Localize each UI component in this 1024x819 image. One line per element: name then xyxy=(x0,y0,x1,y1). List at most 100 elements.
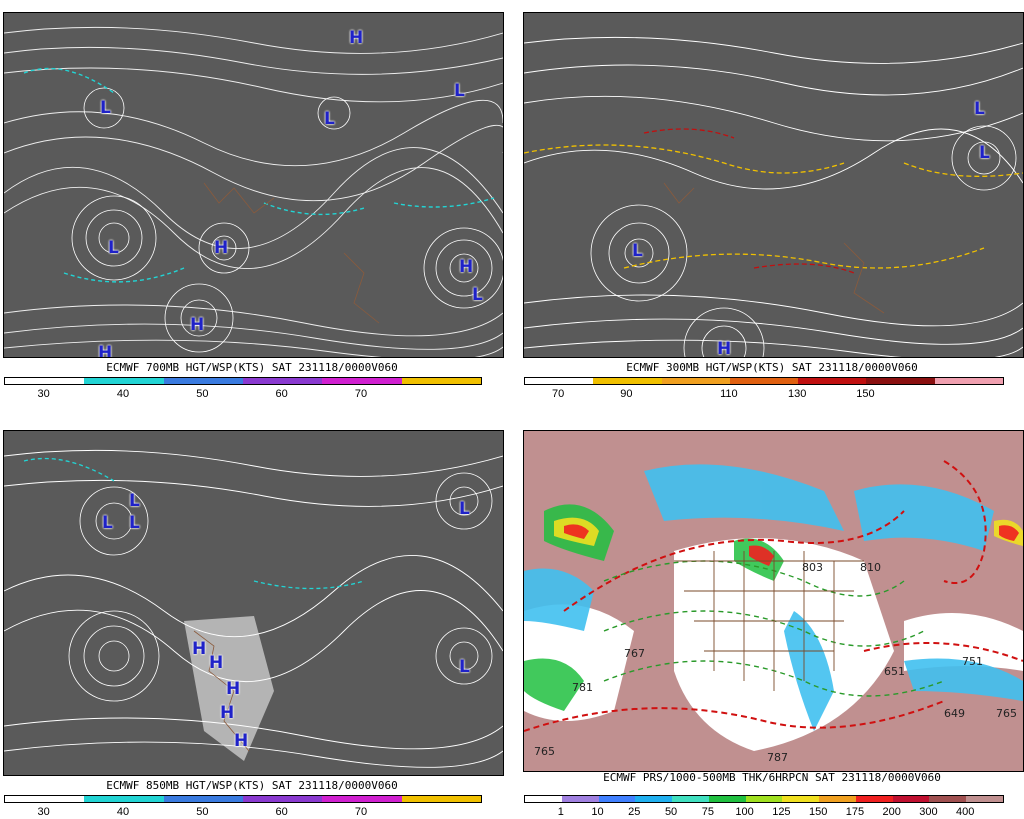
pressure-center-850-9: L xyxy=(459,657,470,677)
colorbar-segment xyxy=(635,796,673,802)
streamline-map-850mb xyxy=(4,449,503,768)
map-prs-thk-pcn: 803 810 767 781 651 751 649 765 787 765 xyxy=(523,430,1024,772)
colorbar-segment xyxy=(598,796,636,802)
map-850mb: L L L L H H H H H L xyxy=(3,430,504,776)
pressure-center-850-5: H xyxy=(209,653,224,673)
pressure-value-4: 651 xyxy=(884,665,905,678)
colorbar-segment xyxy=(525,796,562,802)
colorbar-segment xyxy=(866,378,935,384)
pressure-center-850-7: H xyxy=(220,703,235,723)
colorbar-segment xyxy=(84,378,164,384)
pressure-center-850-4: H xyxy=(192,639,207,659)
colorbar-segment xyxy=(401,378,481,384)
colorbar-tick-label: 50 xyxy=(196,806,209,818)
colorbar-segment xyxy=(929,796,967,802)
colorbar-segment xyxy=(163,796,243,802)
precip-map xyxy=(524,431,1023,771)
colorbar-segment xyxy=(729,378,799,384)
colorbar-tick-label: 75 xyxy=(701,806,714,818)
panel-prs-thk-pcn: 803 810 767 781 651 751 649 765 787 765 … xyxy=(522,418,1024,818)
colorbar-prs xyxy=(524,795,1004,803)
streamline-map-700mb xyxy=(4,26,503,357)
panel-title-300mb: ECMWF 300MB HGT/WSP(KTS) SAT 231118/0000… xyxy=(626,361,918,374)
pressure-center-7: H xyxy=(98,343,113,358)
colorbar-700mb xyxy=(4,377,482,385)
colorbar-labels-300mb: 70 90 110 130 150 xyxy=(522,388,1022,400)
pressure-center-850-1: L xyxy=(102,513,113,533)
colorbar-segment xyxy=(525,378,594,384)
colorbar-tick-label: 400 xyxy=(956,806,975,818)
pressure-center-850-0: L xyxy=(129,491,140,511)
colorbar-tick-label: 150 xyxy=(808,806,828,818)
colorbar-segment xyxy=(163,378,243,384)
pressure-value-7: 765 xyxy=(534,745,555,758)
panel-title-prs: ECMWF PRS/1000-500MB THK/6HRPCN SAT 2311… xyxy=(603,771,941,784)
colorbar-tick-label: 200 xyxy=(882,806,901,818)
pressure-center-0: H xyxy=(349,28,364,48)
panel-700mb: H L L L H L H H L H ECMWF 700MB HGT/WSP(… xyxy=(2,0,504,400)
colorbar-tick-label: 10 xyxy=(591,806,604,818)
pressure-center-300-3: H xyxy=(717,339,732,358)
colorbar-segment xyxy=(966,796,1003,802)
colorbar-segment xyxy=(855,796,893,802)
colorbar-tick-label: 40 xyxy=(116,388,130,400)
colorbar-tick-label: 40 xyxy=(116,806,130,818)
colorbar-tick-label: 50 xyxy=(196,388,209,400)
colorbar-segment xyxy=(593,378,662,384)
colorbar-segment xyxy=(672,796,709,802)
pressure-value-8: 787 xyxy=(767,751,788,764)
pressure-value-3: 781 xyxy=(572,681,593,694)
colorbar-segment xyxy=(934,378,1003,384)
colorbar-segment xyxy=(242,378,323,384)
colorbar-tick-label: 100 xyxy=(735,806,754,818)
pressure-center-850-6: H xyxy=(226,679,241,699)
colorbar-tick-label: 50 xyxy=(664,806,678,818)
pressure-center-3: L xyxy=(324,109,335,129)
pressure-center-850-3: L xyxy=(459,499,470,519)
colorbar-labels-850mb: 30 40 50 60 70 xyxy=(2,806,502,818)
pressure-center-9: H xyxy=(214,238,229,258)
colorbar-segment xyxy=(798,378,867,384)
streamline-map-300mb xyxy=(524,36,1023,357)
pressure-value-1: 810 xyxy=(860,561,881,574)
pressure-value-2: 767 xyxy=(624,647,645,660)
colorbar-tick-label: 70 xyxy=(552,388,565,400)
pressure-center-850-2: L xyxy=(129,513,140,533)
colorbar-segment xyxy=(322,796,402,802)
colorbar-segment xyxy=(84,796,164,802)
colorbar-tick-label: 300 xyxy=(919,806,938,818)
map-700mb: H L L L H L H H L H xyxy=(3,12,504,358)
colorbar-tick-label: 150 xyxy=(856,388,875,400)
colorbar-tick-label: 110 xyxy=(720,388,738,400)
pressure-center-850-8: H xyxy=(234,731,249,751)
pressure-center-8: L xyxy=(472,285,483,305)
colorbar-tick-label: 70 xyxy=(354,806,368,818)
pressure-center-300-1: L xyxy=(979,143,990,163)
colorbar-tick-label: 25 xyxy=(628,806,641,818)
colorbar-segment xyxy=(661,378,730,384)
pressure-center-6: H xyxy=(190,315,205,335)
colorbar-segment xyxy=(782,796,820,802)
colorbar-tick-label: 1 xyxy=(557,806,564,818)
colorbar-tick-label: 30 xyxy=(37,806,50,818)
pressure-value-0: 803 xyxy=(802,561,823,574)
colorbar-segment xyxy=(892,796,930,802)
colorbar-tick-label: 125 xyxy=(772,806,791,818)
colorbar-tick-label: 30 xyxy=(37,388,50,400)
colorbar-850mb xyxy=(4,795,482,803)
pressure-value-6: 649 xyxy=(944,707,965,720)
colorbar-segment xyxy=(745,796,783,802)
colorbar-segment xyxy=(819,796,856,802)
panel-300mb: L L L H ECMWF 300MB HGT/WSP(KTS) SAT 231… xyxy=(522,0,1024,400)
panel-850mb: L L L L H H H H H L ECMWF 850MB HGT/WSP(… xyxy=(2,418,504,818)
colorbar-segment xyxy=(708,796,746,802)
colorbar-tick-label: 130 xyxy=(787,388,807,400)
colorbar-segment xyxy=(401,796,481,802)
colorbar-tick-label: 70 xyxy=(354,388,368,400)
colorbar-segment xyxy=(5,796,85,802)
map-300mb: L L L H xyxy=(523,12,1024,358)
colorbar-labels-700mb: 30 40 50 60 70 xyxy=(2,388,502,400)
colorbar-tick-label: 60 xyxy=(275,388,288,400)
colorbar-tick-label: 90 xyxy=(620,388,633,400)
pressure-center-5: L xyxy=(108,238,119,258)
